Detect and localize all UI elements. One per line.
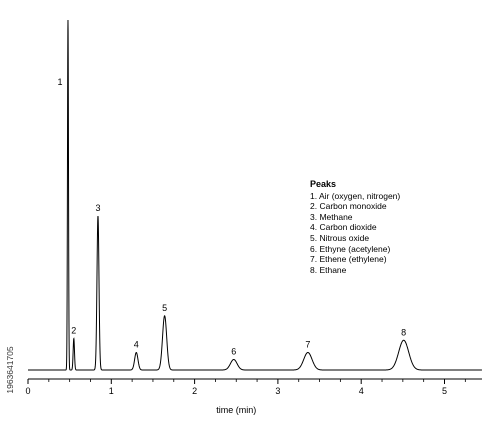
chromatogram-trace xyxy=(28,19,482,371)
legend-item-8: 8. Ethane xyxy=(310,264,347,275)
legend-item-2: 2. Carbon monoxide xyxy=(310,201,387,212)
legend-item-5: 5. Nitrous oxide xyxy=(310,232,370,243)
legend-title: Peaks xyxy=(310,179,337,189)
peak-label-4: 4 xyxy=(134,340,139,350)
peak-label-6: 6 xyxy=(231,347,236,357)
x-tick-label-2: 2 xyxy=(192,386,197,396)
peak-label-5: 5 xyxy=(162,303,167,313)
x-axis: 0 1 2 3 4 5 xyxy=(25,378,482,396)
peak-labels: 1 2 3 4 5 6 7 8 xyxy=(57,77,406,357)
x-tick-label-0: 0 xyxy=(25,386,30,396)
peak-label-8: 8 xyxy=(401,327,406,337)
x-tick-label-3: 3 xyxy=(275,386,280,396)
legend-item-1: 1. Air (oxygen, nitrogen) xyxy=(310,190,401,201)
x-tick-label-4: 4 xyxy=(359,386,364,396)
peaks-legend: Peaks 1. Air (oxygen, nitrogen) 2. Carbo… xyxy=(310,179,400,275)
legend-item-6: 6. Ethyne (acetylene) xyxy=(310,243,391,254)
legend-item-3: 3. Methane xyxy=(310,211,353,222)
peak-label-3: 3 xyxy=(95,203,100,213)
legend-item-7: 7. Ethene (ethylene) xyxy=(310,254,387,265)
x-tick-label-5: 5 xyxy=(442,386,447,396)
peak-label-7: 7 xyxy=(305,340,310,350)
peak-label-1: 1 xyxy=(57,77,62,87)
stock-image-id-text: 1963641705 xyxy=(5,346,15,394)
x-axis-title: time (min) xyxy=(216,405,256,415)
legend-item-4: 4. Carbon dioxide xyxy=(310,222,377,233)
stock-image-id: 1963641705 xyxy=(4,320,16,420)
peak-label-2: 2 xyxy=(71,326,76,336)
x-tick-label-1: 1 xyxy=(109,386,114,396)
